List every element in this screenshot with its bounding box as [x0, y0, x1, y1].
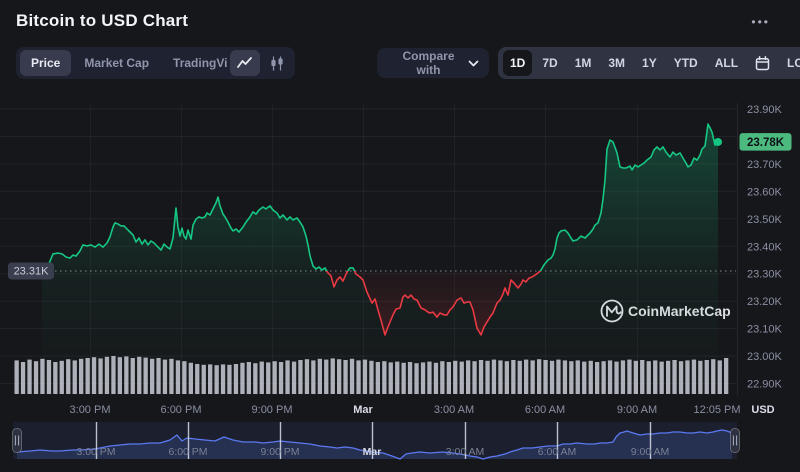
price-chart[interactable]: 23.90K23.80K23.70K23.60K23.50K23.40K23.3…	[0, 95, 800, 420]
x-axis-label: Mar	[353, 404, 373, 416]
range-ytd-button[interactable]: YTD	[667, 50, 705, 76]
chart-style-toggle	[227, 47, 295, 79]
price-axis-label: 23.20K	[747, 296, 783, 308]
tab-tradingview[interactable]: TradingView	[162, 50, 254, 76]
volume-bar	[717, 360, 722, 394]
price-axis-label: 23.40K	[747, 241, 783, 253]
x-axis-label: 9:00 PM	[252, 404, 293, 416]
current-price-badge: 23.78K	[739, 133, 792, 151]
candlestick-chart-button[interactable]	[262, 50, 292, 76]
tab-price[interactable]: Price	[20, 50, 72, 76]
navigator-line	[16, 429, 733, 460]
x-axis-label: 3:00 AM	[434, 404, 474, 416]
price-area-down	[44, 270, 541, 335]
price-axis-label: 23.50K	[747, 214, 783, 226]
range-1y-button[interactable]: 1Y	[635, 50, 664, 76]
calendar-icon	[755, 55, 770, 70]
volume-bar	[724, 358, 729, 394]
price-line-up	[41, 123, 719, 271]
price-axis-label: 23.10K	[747, 324, 783, 336]
range-1m-button[interactable]: 1M	[568, 50, 599, 76]
price-axis-label: 23.30K	[747, 269, 783, 281]
price-axis-label: 23.70K	[747, 159, 783, 171]
compare-with-label: Compare with	[402, 49, 455, 77]
log-scale-button[interactable]: LOG	[780, 50, 800, 76]
x-axis-label: 9:00 AM	[617, 404, 657, 416]
price-axis-label: 22.90K	[747, 379, 783, 391]
navigator-label: 3:00 PM	[76, 446, 115, 458]
chart-type-tabs: Price Market Cap TradingView	[16, 47, 259, 79]
navigator-label: 6:00 AM	[538, 446, 577, 458]
compare-with-dropdown[interactable]: Compare with	[377, 48, 489, 78]
navigator-label: Mar	[363, 446, 382, 458]
price-area-up	[42, 124, 718, 394]
range-all-button[interactable]: ALL	[708, 50, 745, 76]
x-axis-label: 12:05 PM	[693, 404, 740, 416]
last-price-dot	[714, 137, 722, 146]
navigator-left-handle[interactable]	[12, 428, 22, 453]
price-axis-label: 23.00K	[747, 351, 783, 363]
range-navigator[interactable]: 3:00 PM 6:00 PM 9:00 PM Mar 3:00 AM 6:00 AM 9:…	[0, 420, 800, 472]
navigator-right-handle[interactable]	[730, 428, 740, 453]
price-line-down	[44, 270, 542, 336]
current-price-label: 23.78K	[747, 137, 785, 149]
price-axis-label: 23.60K	[747, 186, 783, 198]
x-axis-label: 6:00 AM	[525, 404, 565, 416]
chevron-down-icon	[468, 60, 479, 66]
open-price-label: 23.31K	[14, 265, 50, 277]
range-1d-button[interactable]: 1D	[503, 50, 533, 76]
page-title: Bitcoin to USD Chart	[16, 11, 189, 30]
x-axis-label: USD	[751, 404, 774, 416]
volume-bar	[20, 362, 26, 394]
candlestick-icon	[271, 56, 283, 70]
line-chart-icon	[237, 57, 252, 68]
tab-market-cap[interactable]: Market Cap	[73, 50, 160, 76]
navigator-area	[17, 430, 732, 459]
open-price-badge: 23.31K	[8, 262, 54, 280]
volume-bar	[33, 361, 39, 394]
x-axis-label: 6:00 PM	[161, 404, 202, 416]
price-axis-label: 23.90K	[747, 104, 783, 116]
volume-bar	[14, 360, 19, 394]
navigator-label: 9:00 AM	[631, 446, 670, 458]
volume-bar	[27, 359, 32, 394]
range-7d-button[interactable]: 7D	[535, 50, 564, 76]
navigator-label: 9:00 PM	[260, 446, 299, 458]
calendar-button[interactable]	[748, 50, 777, 77]
line-chart-button[interactable]	[230, 50, 260, 76]
navigator-label: 3:00 AM	[446, 446, 485, 458]
x-axis-label: 3:00 PM	[70, 404, 111, 416]
range-3m-button[interactable]: 3M	[601, 50, 632, 76]
more-options-button[interactable]: •••	[751, 15, 770, 29]
navigator-label: 6:00 PM	[168, 446, 207, 458]
